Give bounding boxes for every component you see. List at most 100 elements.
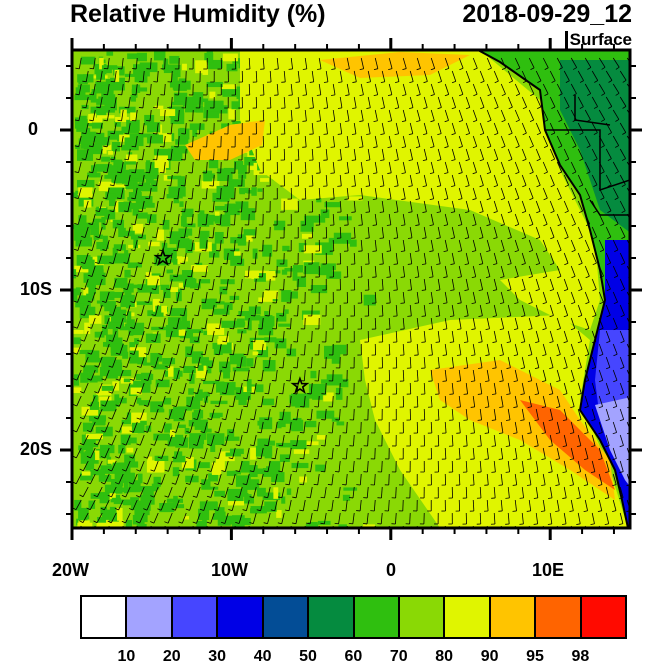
wind-barb [92,135,96,147]
wind-barb-flag [277,496,283,499]
speckle-cell [135,87,148,92]
wind-barb-flag [516,67,521,71]
wind-barb-flag [563,315,568,318]
wind-barb [220,187,222,200]
speckle-cell [160,109,176,117]
wind-barb [104,369,110,381]
wind-barb [430,369,433,381]
wind-barb-flag [186,431,191,433]
wind-barb-flag [95,158,100,161]
speckle-cell [79,295,88,304]
wind-barb-flag [200,535,204,536]
wind-barb-flag [387,198,392,200]
wind-barb-flag [493,185,498,188]
speckle-cell [99,57,104,70]
wind-barb [430,265,434,277]
speckle-cell [92,422,106,426]
wind-barb [374,135,378,147]
wind-barb [85,70,89,82]
wind-barb [289,343,292,355]
speckle-cell [100,66,112,74]
wind-barb [423,252,427,264]
wind-barb [153,486,159,498]
wind-barb-flag [186,353,191,356]
wind-barb-flag [185,482,190,485]
speckle-cell [147,456,153,462]
wind-barb-flag [215,327,220,330]
speckle-cell [108,291,124,298]
wind-barb [388,213,392,225]
wind-barb [423,96,428,108]
wind-barb-flag [614,197,619,200]
wind-barb [577,200,584,212]
wind-barb [282,356,285,368]
wind-barb [465,382,468,394]
speckle-cell [303,245,322,254]
wind-barb [444,109,449,121]
wind-barb [514,395,518,407]
wind-barb [479,148,485,160]
wind-barb [225,408,229,420]
wind-barb-flag [89,93,94,96]
wind-barb-flag [549,289,554,292]
wind-barb-flag [450,263,455,265]
wind-barb-flag [130,275,135,278]
wind-barb-flag [550,184,555,188]
speckle-cell [247,317,252,331]
speckle-cell [131,422,145,434]
x-tick-0: 0 [386,560,397,580]
wind-barb-flag [459,93,464,97]
wind-barb [164,57,166,70]
speckle-cell [172,80,191,90]
wind-barb-flag [171,508,176,511]
wind-barb [353,70,357,82]
speckle-cell [264,501,277,512]
speckle-cell [259,417,273,430]
wind-barb [493,200,498,212]
wind-barb-flag [514,302,519,305]
speckle-cell [125,154,138,162]
wind-barb-flag [472,172,477,175]
wind-barb-flag [108,313,113,316]
wind-barb-flag [193,340,198,343]
wind-barb [182,486,187,498]
wind-barb [486,421,490,433]
speckle-cell [121,426,138,434]
wind-barb [507,356,511,368]
wind-barb-flag [506,367,511,369]
wind-barb-flag [263,470,269,473]
wind-barb [577,382,582,394]
wind-barb-flag [635,315,639,317]
speckle-cell [95,164,112,172]
speckle-cell [298,242,307,253]
speckle-cell [201,298,215,310]
speckle-cell [274,220,286,231]
speckle-cell [289,420,295,430]
wind-barb [85,122,89,134]
wind-barb [203,473,208,485]
wind-barb [549,148,556,160]
speckle-cell [96,68,102,76]
wind-barb-flag [186,405,191,408]
wind-barb-flag [185,508,190,511]
markers [153,248,310,395]
wind-barb-flag [328,536,332,537]
wind-barb [563,96,570,107]
speckle-cell [136,397,142,404]
wind-barb-flag [208,288,213,291]
wind-barb-flag [215,353,220,356]
wind-barb [126,278,131,290]
wind-barb-flag [600,145,605,148]
wind-barb [395,304,398,316]
wind-barb [591,460,596,472]
wind-barb-flag [165,314,170,317]
speckle-cell [146,214,157,223]
wind-barb-flag [535,341,540,344]
wind-barb-flag [530,67,535,70]
wind-barb [176,291,180,303]
wind-barb-flag [136,417,141,420]
wind-barb [437,382,440,394]
speckle-cell [132,514,145,525]
wind-barb [262,239,264,252]
wind-barb-flag [471,250,477,253]
